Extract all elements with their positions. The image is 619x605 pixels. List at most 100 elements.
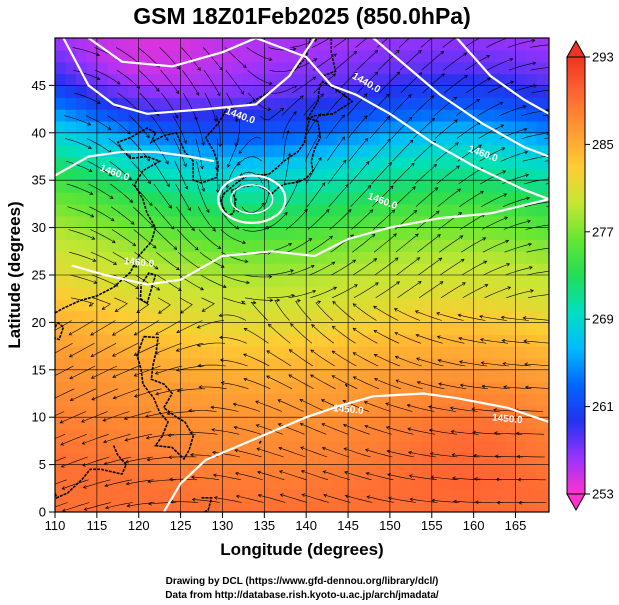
- temperature-cell: [515, 310, 527, 323]
- temperature-cell: [400, 322, 412, 335]
- temperature-cell: [180, 275, 192, 288]
- temperature-cell: [368, 393, 381, 406]
- streamline: [517, 456, 545, 458]
- temperature-cell: [368, 251, 381, 264]
- streamline: [280, 494, 308, 503]
- streamline: [369, 116, 390, 139]
- temperature-cell: [306, 239, 318, 252]
- temperature-cell: [536, 452, 548, 466]
- streamline-arrow: [290, 323, 294, 327]
- streamline-arrow: [124, 459, 129, 464]
- streamline: [172, 115, 187, 144]
- temperature-cell: [107, 120, 119, 134]
- temperature-cell: [368, 263, 381, 276]
- temperature-cell: [201, 500, 213, 512]
- temperature-cell: [368, 405, 381, 418]
- streamline-arrow: [418, 72, 423, 76]
- streamline-arrow: [459, 383, 464, 388]
- streamline-arrow: [177, 287, 182, 291]
- temperature-cell: [222, 73, 234, 86]
- temperature-cell: [337, 405, 349, 418]
- temperature-cell: [358, 464, 370, 478]
- temperature-cell: [505, 298, 517, 312]
- streamline-arrow: [146, 457, 151, 462]
- streamline-arrow: [167, 433, 172, 438]
- streamline: [116, 69, 140, 89]
- temperature-cell: [96, 357, 108, 371]
- temperature-cell: [191, 132, 203, 146]
- temperature-cell: [389, 156, 401, 169]
- streamline: [420, 38, 433, 48]
- temperature-cell: [55, 322, 67, 335]
- temperature-cell: [211, 203, 224, 217]
- streamline-arrow: [523, 127, 528, 132]
- streamline: [480, 339, 509, 344]
- temperature-cell: [348, 168, 360, 181]
- temperature-cell: [96, 97, 108, 110]
- temperature-cell: [149, 417, 161, 430]
- streamline-arrow: [526, 196, 531, 201]
- streamline-arrow: [243, 328, 248, 332]
- temperature-cell: [389, 239, 401, 252]
- temperature-cell: [306, 109, 318, 122]
- temperature-cell: [170, 357, 182, 371]
- temperature-cell: [431, 405, 443, 418]
- temperature-cell: [138, 192, 150, 205]
- temperature-cell: [379, 109, 391, 122]
- streamline: [200, 274, 227, 288]
- streamline-arrow: [69, 397, 74, 402]
- streamline-arrow: [256, 470, 261, 475]
- temperature-cell: [358, 405, 370, 418]
- streamline: [399, 50, 422, 71]
- temperature-cell: [138, 322, 150, 335]
- temperature-cell: [86, 346, 98, 359]
- temperature-cell: [128, 417, 140, 430]
- temperature-cell: [494, 346, 506, 359]
- temperature-cell: [316, 310, 328, 323]
- streamline-arrow: [439, 281, 444, 285]
- temperature-cell: [86, 310, 98, 323]
- temperature-cell: [75, 156, 87, 169]
- temperature-cell: [431, 251, 443, 264]
- streamline: [288, 374, 314, 390]
- y-tick-label: 25: [32, 268, 46, 283]
- temperature-cell: [65, 381, 77, 395]
- temperature-cell: [159, 263, 171, 276]
- temperature-cell: [505, 38, 517, 51]
- temperature-cell: [180, 109, 192, 122]
- streamline: [112, 343, 139, 357]
- streamline-arrow: [396, 281, 400, 285]
- temperature-cell: [75, 251, 87, 264]
- temperature-cell: [546, 286, 549, 300]
- y-tick-label: 20: [32, 315, 46, 330]
- streamline-arrow: [347, 209, 352, 213]
- streamline-arrow: [112, 374, 117, 378]
- streamline: [210, 406, 239, 412]
- streamline: [525, 224, 549, 230]
- temperature-cell: [327, 476, 339, 489]
- temperature-cell: [75, 168, 87, 181]
- temperature-cell: [264, 120, 276, 134]
- temperature-cell: [170, 310, 182, 323]
- temperature-cell: [494, 239, 506, 252]
- streamline-arrow: [550, 223, 553, 226]
- x-tick-label: 160: [463, 518, 485, 533]
- streamline: [353, 303, 377, 321]
- temperature-cell: [180, 251, 192, 264]
- temperature-cell: [170, 417, 182, 430]
- temperature-cell: [463, 357, 475, 371]
- temperature-cell: [128, 452, 140, 466]
- streamline: [523, 317, 549, 321]
- temperature-cell: [86, 488, 98, 501]
- temperature-cell: [201, 180, 213, 193]
- temperature-cell: [389, 298, 401, 312]
- temperature-cell: [400, 120, 412, 134]
- temperature-cell: [452, 393, 464, 406]
- temperature-cell: [107, 476, 119, 489]
- streamline-arrow: [91, 396, 96, 401]
- streamline-arrow: [387, 496, 392, 501]
- temperature-cell: [431, 97, 443, 110]
- low-pressure-core-contour: [230, 184, 274, 215]
- temperature-cell: [253, 452, 265, 466]
- temperature-cell: [536, 464, 548, 478]
